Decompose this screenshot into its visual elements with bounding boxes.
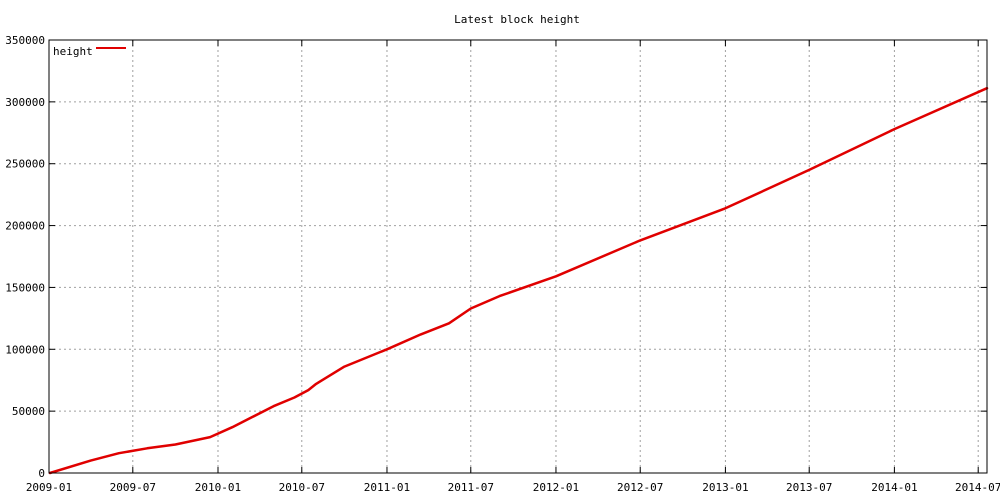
legend: height	[53, 45, 126, 58]
y-tick-label: 150000	[5, 281, 45, 294]
chart-title: Latest block height	[454, 13, 580, 26]
axis-ticks	[48, 39, 987, 474]
legend-label-height: height	[53, 45, 93, 58]
x-tick-label: 2009-07	[110, 481, 156, 494]
y-tick-label: 350000	[5, 34, 45, 47]
grid-lines	[49, 40, 987, 473]
y-tick-label: 200000	[5, 220, 45, 233]
x-tick-label: 2011-01	[364, 481, 410, 494]
y-tick-label: 0	[38, 467, 45, 480]
x-tick-label: 2010-07	[279, 481, 325, 494]
x-tick-label: 2012-01	[533, 481, 579, 494]
x-tick-label: 2012-07	[617, 481, 663, 494]
x-axis-tick-labels: 2009-01 2009-07 2010-01 2010-07 2011-01 2011-…	[26, 481, 1000, 494]
x-tick-label: 2011-07	[448, 481, 494, 494]
x-tick-label: 2013-01	[702, 481, 748, 494]
y-tick-label: 100000	[5, 343, 45, 356]
x-tick-label: 2009-01	[26, 481, 72, 494]
series-layer	[48, 86, 989, 475]
x-tick-label: 2013-07	[786, 481, 832, 494]
plot-frame	[48, 39, 988, 474]
y-tick-label: 250000	[5, 158, 45, 171]
y-tick-label: 300000	[5, 96, 45, 109]
x-tick-label: 2014-07	[955, 481, 1000, 494]
y-axis-tick-labels: 0 50000 100000 150000 200000 250000 300000 3500…	[5, 34, 45, 480]
y-tick-label: 50000	[12, 405, 45, 418]
x-tick-label: 2010-01	[195, 481, 241, 494]
series-line-height	[48, 86, 989, 475]
x-tick-label: 2014-01	[871, 481, 917, 494]
